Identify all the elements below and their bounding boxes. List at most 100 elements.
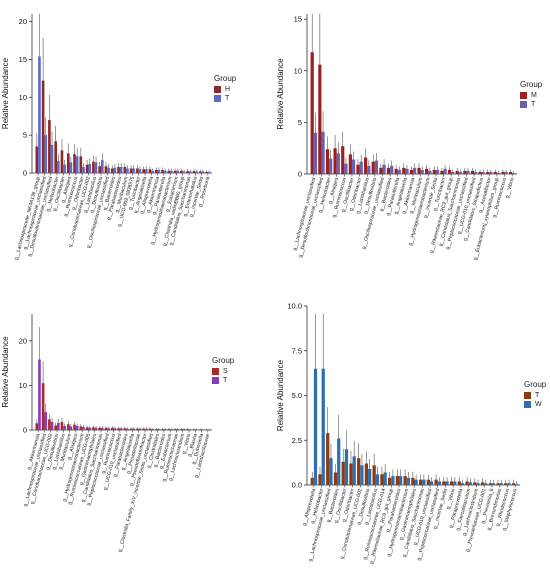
chart-1-bar-h [92,161,95,173]
chart-4-bar-w [507,483,511,485]
chart-1-ytick-label: 15 [19,55,27,64]
chart-1-legend-swatch-h [214,86,221,93]
chart-3-bar-t [113,428,117,430]
chart-2-bar-t [481,171,485,174]
chart-4-bar-t [357,458,361,485]
chart-1-bar-t [50,144,54,173]
chart-3-ytick-label: 0 [23,426,27,435]
chart-1-bar-t [170,170,173,173]
chart-1-ytick-label: 10 [19,93,27,102]
chart-3-bar-s [60,421,64,430]
chart-2-bar-t [336,153,340,174]
chart-4-bar-t [434,479,438,485]
chart-4-bar-w [375,474,380,485]
chart-2-bar-m [455,170,459,174]
chart-4-bar-t [504,483,508,485]
chart-2-xtick-label: g__Vibrio [504,177,515,199]
chart-3-bar-s [198,429,202,430]
chart-2-bar-m [417,167,421,174]
chart-3-bar-t [170,429,173,430]
chart-1-bar-t [69,162,73,173]
chart-2-bar-t [313,132,318,174]
chart-3-bar-s [129,428,133,430]
chart-4-bar-t [473,482,477,485]
chart-4-bar-w [352,456,356,485]
chart-2-bar-t [359,161,363,174]
chart-4-bar-w [414,479,418,485]
chart-panel-3: Relative Abundance 0 10 20 g__Akkermansia g__… [0,290,275,580]
chart-4-bar-w [329,458,333,485]
chart-4-ylabel: Relative Abundance [276,359,285,431]
chart-2-legend-item-t: T [520,100,542,109]
chart-4-bar-t [449,481,454,485]
chart-4-legend-swatch-w [524,401,531,408]
chart-4-ytick-label: 10.0 [287,302,302,311]
chart-1-bar-h [41,80,45,173]
chart-3-bar-t [182,429,186,430]
chart-3-bar-t [119,428,123,430]
chart-3-bar-s [186,429,189,430]
chart-3-bar-t [107,428,110,430]
chart-3-bar-t [82,426,85,430]
chart-4-bar-t [418,479,423,485]
chart-3-bar-s [48,419,51,430]
chart-1-bar-h [73,154,76,173]
chart-3-xtick-label: g__Blautia [187,433,199,458]
chart-2-ylabel: Relative Abundance [276,58,285,130]
chart-4-ytick-label: 0.0 [292,481,302,490]
chart-3-bar-s [180,429,183,430]
chart-4-bar-w [321,368,325,485]
chart-1-bar-t [107,167,110,173]
chart-2-bar-t [443,168,447,174]
chart-1-ytick-label: 0 [23,169,27,178]
chart-3-bar-t [151,429,154,430]
chart-4-bar-w [399,476,403,485]
chart-3-bar-t [138,428,142,430]
chart-4-bar-t [318,474,322,485]
chart-1-ytick-label: 20 [19,17,27,26]
chart-2-bar-m [348,154,352,174]
chart-1-legend-label-t: T [225,95,230,102]
chart-2-bar-t [496,172,501,174]
chart-2-ytick-label: 0 [298,170,302,179]
chart-4-svg: Relative Abundance0.02.55.07.510.0g__All… [276,302,520,565]
chart-4-bar-t [442,481,446,485]
chart-1-bar-t [132,168,136,173]
chart-3-bar-t [195,429,198,431]
chart-4-ytick-label: 2.5 [292,436,302,445]
chart-2-bar-t [504,171,508,174]
chart-2-bar-t [458,171,462,174]
chart-4-bar-t [326,433,330,485]
chart-3-bar-s [173,429,177,430]
chart-1-bar-h [154,169,158,173]
chart-1-ylabel: Relative Abundance [1,57,10,129]
chart-2-bar-m [310,52,314,174]
chart-4-bar-t [411,477,415,485]
chart-2-ytick-label: 15 [294,15,302,24]
chart-1-bar-t [63,164,66,173]
chart-2-bar-t [435,169,440,174]
chart-4-bar-t [395,476,400,485]
chart-1-bar-h [98,166,101,173]
chart-2-legend-label-m: M [531,92,537,99]
chart-4-bar-w [445,481,449,485]
chart-3-bar-t [44,412,48,430]
chart-1-bar-h [79,156,83,173]
chart-2-bar-t [420,169,424,174]
chart-1-bar-h [173,170,177,173]
chart-3-bar-s [167,429,171,430]
chart-1-legend-item-t: T [214,94,236,103]
chart-2-bar-m [501,171,505,174]
chart-4-bar-t [426,479,430,485]
chart-1-bar-h [110,168,114,173]
chart-1-bar-h [180,170,183,173]
chart-3-bar-s [66,424,70,430]
chart-3-bar-t [132,428,136,430]
chart-4-bar-w [460,483,465,485]
chart-2-bar-t [451,171,455,174]
chart-2-bar-m [341,146,345,174]
chart-2-bar-m [463,170,467,174]
chart-3-bar-s [161,429,164,430]
chart-1-bar-t [126,168,129,173]
chart-3-bar-s [117,428,120,430]
